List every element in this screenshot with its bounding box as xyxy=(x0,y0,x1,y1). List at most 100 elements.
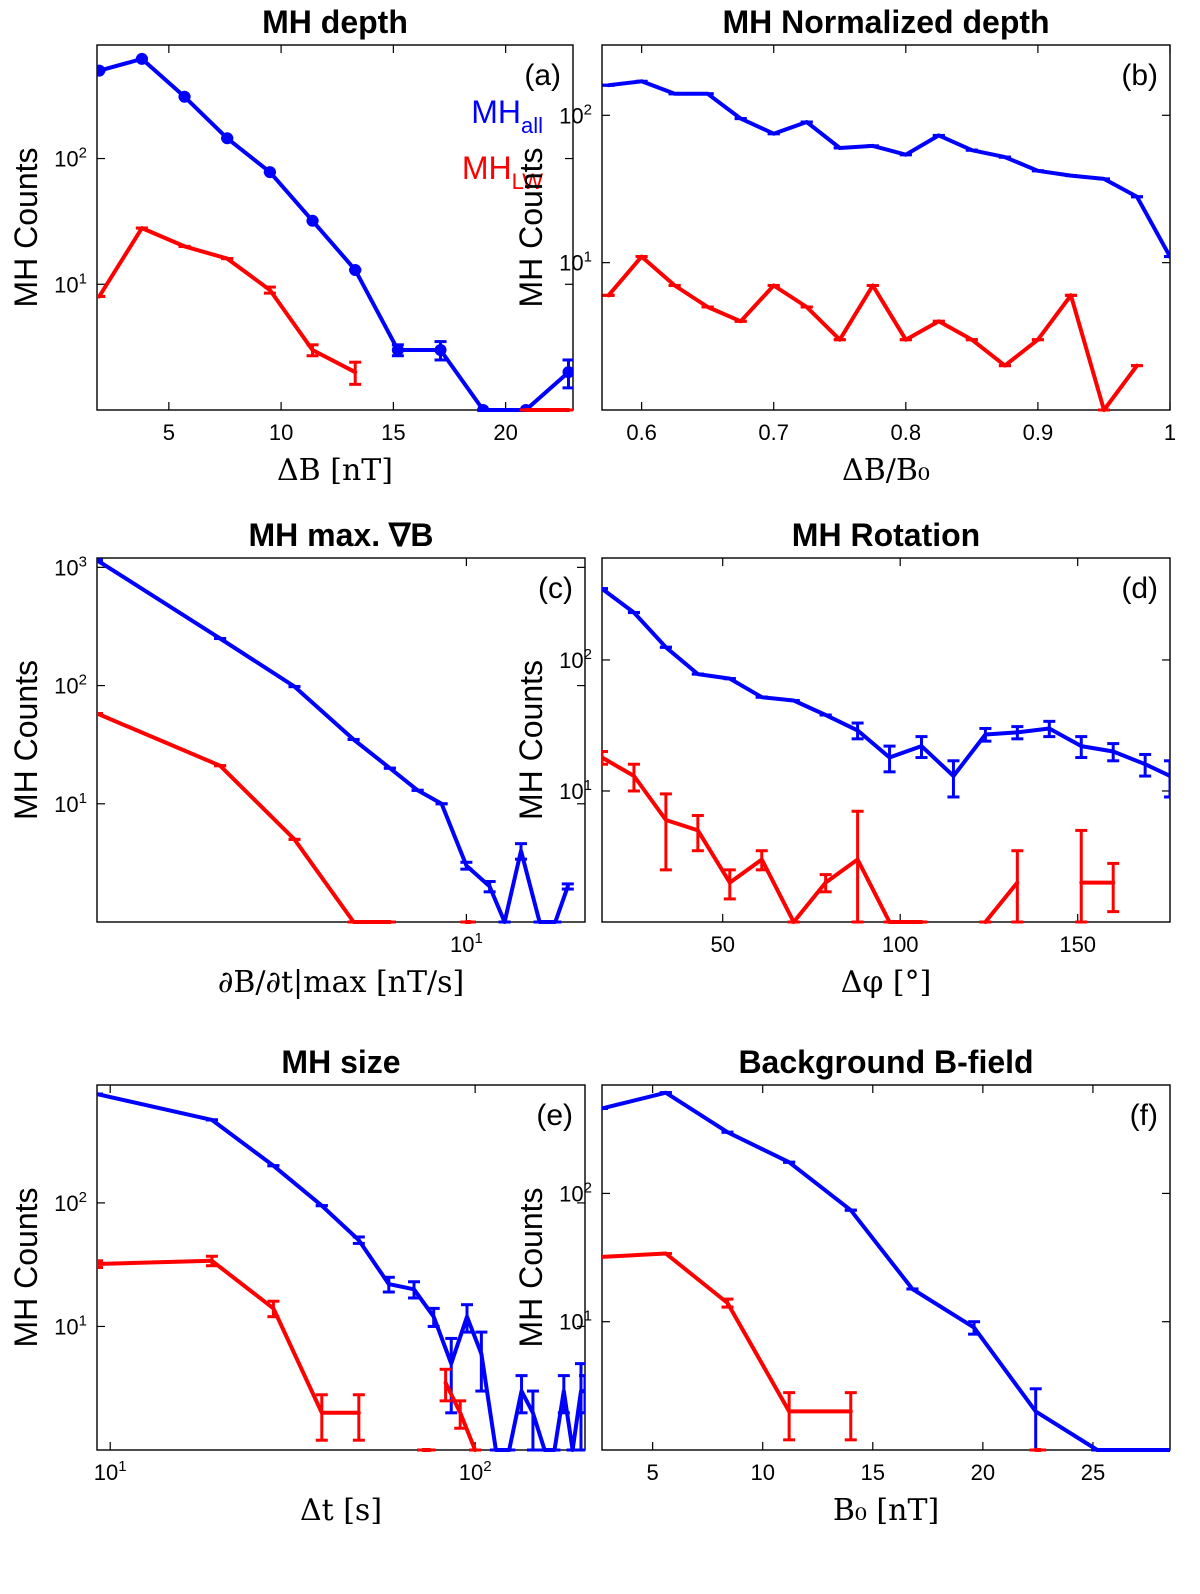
tick-label: 20 xyxy=(971,1460,995,1485)
axes-box xyxy=(96,1084,586,1451)
tick-label: 50 xyxy=(710,932,734,957)
axes-box xyxy=(96,557,586,923)
series-line-MH_LW xyxy=(97,711,392,924)
y-axis-label: MH Counts xyxy=(513,147,549,307)
tick-label: 100 xyxy=(882,932,919,957)
series-line-MH_all xyxy=(97,1092,585,1452)
tick-label: 0.8 xyxy=(891,420,922,445)
tick-label: 102 xyxy=(54,1189,87,1216)
series-line-MH_LW xyxy=(983,880,1020,924)
y-axis-label: MH Counts xyxy=(8,660,44,820)
chart-title: MH max. ∇B xyxy=(249,517,434,553)
tick-label: 102 xyxy=(459,1458,492,1485)
chart-title: MH size xyxy=(281,1044,400,1080)
tick-label: 0.9 xyxy=(1023,420,1054,445)
tick-label: 102 xyxy=(559,646,592,673)
data-point xyxy=(97,64,106,77)
chart-panel-c: MH max. ∇B (c) MH Counts ∂B/∂t|max [nT/s] 10… xyxy=(8,517,586,1000)
tick-label: 101 xyxy=(450,930,483,957)
series-group xyxy=(602,586,1170,924)
data-point xyxy=(178,90,191,103)
series-group xyxy=(97,558,574,924)
x-axis-label: B₀ [nT] xyxy=(833,1493,939,1528)
data-point xyxy=(263,166,276,179)
axes-box xyxy=(601,44,1171,411)
chart-title: MH depth xyxy=(262,4,408,40)
panel-label: (c) xyxy=(538,572,573,605)
legend-entry: MHLW xyxy=(462,150,543,194)
data-point xyxy=(434,344,447,357)
tick-label: 102 xyxy=(559,1179,592,1206)
x-axis-label: ΔB [nT] xyxy=(277,453,393,488)
data-point xyxy=(562,366,573,379)
tick-label: 102 xyxy=(559,101,592,128)
tick-label: 101 xyxy=(54,790,87,817)
series-group xyxy=(602,79,1170,412)
x-axis-label: ∂B/∂t|max [nT/s] xyxy=(218,965,464,1000)
data-point xyxy=(477,404,490,412)
series-line-MH_LW xyxy=(602,1251,853,1414)
x-axis-label: ΔB/B₀ xyxy=(842,453,930,488)
chart-panel-d: MH Rotation (d) MH Counts Δφ [°] 50 100 150 101… xyxy=(513,517,1171,1000)
x-axis-label: Δφ [°] xyxy=(841,965,932,1000)
tick-label: 101 xyxy=(559,777,592,804)
series-line-MH_LW xyxy=(602,755,924,924)
axes-box xyxy=(601,1084,1171,1451)
data-point xyxy=(135,52,148,65)
series-line-MH_all xyxy=(606,79,1170,259)
data-point xyxy=(306,214,319,227)
panel-label: (e) xyxy=(536,1099,573,1132)
tick-label: 15 xyxy=(381,420,405,445)
tick-label: 5 xyxy=(163,420,175,445)
chart-panel-f: Background B-field (f) MH Counts B₀ [nT] 5 10… xyxy=(513,1044,1171,1528)
chart-title: MH Normalized depth xyxy=(722,4,1049,40)
tick-label: 15 xyxy=(861,1460,885,1485)
series-line-MH_LW xyxy=(606,254,1139,412)
panel-label: (d) xyxy=(1121,572,1158,605)
tick-label: 103 xyxy=(54,553,87,580)
series-group xyxy=(97,52,573,412)
axes-box xyxy=(96,44,574,411)
tick-label: 102 xyxy=(54,672,87,699)
tick-label: 102 xyxy=(54,145,87,172)
tick-label: 20 xyxy=(493,420,517,445)
axes-box xyxy=(601,557,1171,923)
series-group xyxy=(97,1092,585,1452)
series-line-MH_LW xyxy=(97,1258,361,1415)
series-line-MH_all xyxy=(97,56,571,412)
tick-label: 101 xyxy=(54,1312,87,1339)
y-axis-label: MH Counts xyxy=(513,660,549,820)
data-point xyxy=(221,132,234,145)
series-line-MH_LW xyxy=(97,226,358,375)
data-point xyxy=(349,263,362,276)
tick-label: 10 xyxy=(269,420,293,445)
chart-title: MH Rotation xyxy=(792,517,980,553)
x-axis-label: Δt [s] xyxy=(300,1493,382,1528)
tick-label: 101 xyxy=(54,270,87,297)
tick-label: 25 xyxy=(1081,1460,1105,1485)
chart-title: Background B-field xyxy=(738,1044,1033,1080)
tick-label: 150 xyxy=(1059,932,1096,957)
y-axis-label: MH Counts xyxy=(8,147,44,307)
tick-label: 101 xyxy=(94,1458,127,1485)
panel-label: (b) xyxy=(1121,59,1158,92)
tick-label: 0.6 xyxy=(626,420,657,445)
series-line-MH_all xyxy=(602,586,1170,778)
series-group xyxy=(602,1090,1170,1452)
panel-label: (a) xyxy=(524,59,561,92)
y-axis-label: MH Counts xyxy=(513,1187,549,1347)
y-axis-label: MH Counts xyxy=(8,1187,44,1347)
chart-panel-a: MH depth (a) MH Counts ΔB [nT] 5 10 15 20 101 102… xyxy=(8,4,574,488)
tick-label: 1 xyxy=(1164,420,1176,445)
series-line-MH_all xyxy=(97,558,570,924)
tick-label: 101 xyxy=(559,249,592,276)
data-point xyxy=(391,344,404,357)
legend-entry: MHall xyxy=(471,94,543,138)
tick-label: 101 xyxy=(559,1308,592,1335)
tick-label: 0.7 xyxy=(758,420,789,445)
chart-panel-b: MH Normalized depth (b) MH Counts ΔB/B₀ 0.6 0… xyxy=(513,4,1176,488)
chart-panel-e: MH size (e) MH Counts Δt [s] 101 102 101 102 xyxy=(8,1044,586,1528)
panel-label: (f) xyxy=(1130,1099,1158,1132)
tick-label: 10 xyxy=(750,1460,774,1485)
